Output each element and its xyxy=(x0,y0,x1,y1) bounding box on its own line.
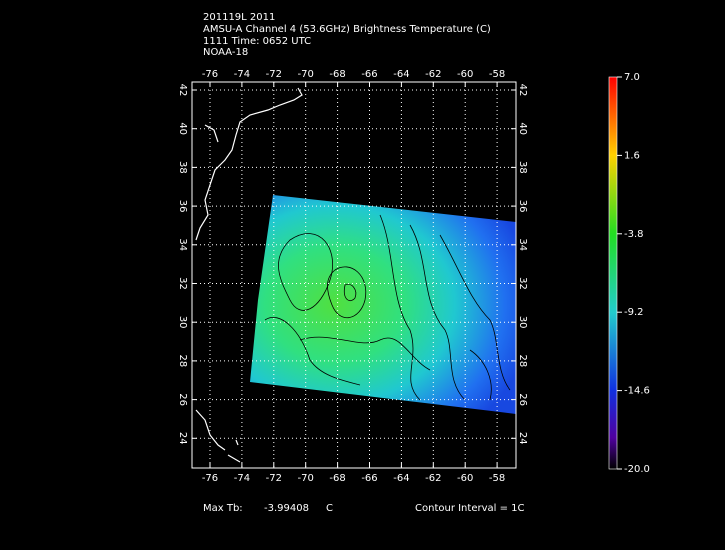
lon-label: -76 xyxy=(202,473,218,484)
colorbar-ticks: 7.0 1.6 -3.8 -9.2 -14.6 -20.0 xyxy=(617,72,650,475)
lon-label: -72 xyxy=(266,69,282,80)
max-label: Max Tb: xyxy=(203,503,243,514)
lat-label: 26 xyxy=(517,393,528,406)
lon-label: -68 xyxy=(329,69,345,80)
lat-label: 34 xyxy=(517,238,528,251)
lon-label: -62 xyxy=(425,473,441,484)
lon-label: -58 xyxy=(489,473,505,484)
lon-label: -70 xyxy=(298,473,314,484)
header-line: 201119L 2011 xyxy=(203,12,275,23)
lat-label: 24 xyxy=(517,432,528,445)
max-value: -3.99408 xyxy=(264,503,309,514)
contour-interval: Contour Interval = 1C xyxy=(415,503,525,514)
lon-label: -68 xyxy=(329,473,345,484)
lat-label: 38 xyxy=(517,161,528,174)
lon-label: -66 xyxy=(361,69,377,80)
map: -76 -76 -74 -74 -72 -72 -70 -70 -68 -68 -66 -66 -64 -… xyxy=(177,69,528,484)
contours xyxy=(264,214,511,401)
header-line: AMSU-A Channel 4 (53.6GHz) Brightness Te… xyxy=(203,24,491,35)
lat-label: 24 xyxy=(177,432,188,445)
lon-label: -74 xyxy=(234,473,250,484)
lon-label: -72 xyxy=(266,473,282,484)
lon-label: -70 xyxy=(298,69,314,80)
header-line: NOAA-18 xyxy=(203,47,248,58)
lat-label: 42 xyxy=(517,84,528,97)
lon-label: -60 xyxy=(457,69,473,80)
lon-label: -60 xyxy=(457,473,473,484)
lat-label: 38 xyxy=(177,161,188,174)
graticule: -76 -76 -74 -74 -72 -72 -70 -70 -68 -68 -66 -66 -64 -… xyxy=(177,69,528,484)
max-unit: C xyxy=(326,503,333,514)
lat-label: 28 xyxy=(517,355,528,368)
lon-label: -62 xyxy=(425,69,441,80)
lat-label: 30 xyxy=(177,316,188,329)
lat-label: 26 xyxy=(177,393,188,406)
lon-label: -58 xyxy=(489,69,505,80)
lat-label: 40 xyxy=(177,122,188,135)
temperature-field xyxy=(250,195,516,414)
footer: Max Tb: -3.99408 C Contour Interval = 1C xyxy=(203,503,525,514)
lon-label: -66 xyxy=(361,473,377,484)
colorbar-label: -9.2 xyxy=(624,307,644,318)
lat-label: 40 xyxy=(517,122,528,135)
colorbar: 7.0 1.6 -3.8 -9.2 -14.6 -20.0 xyxy=(608,72,650,475)
lon-label: -74 xyxy=(234,69,250,80)
colorbar-label: 1.6 xyxy=(624,150,640,161)
lat-label: 42 xyxy=(177,84,188,97)
lat-label: 30 xyxy=(517,316,528,329)
colorbar-label: -3.8 xyxy=(624,229,644,240)
lon-label: -76 xyxy=(202,69,218,80)
lon-label: -64 xyxy=(393,473,409,484)
colorbar-label: -14.6 xyxy=(624,386,650,397)
header: 201119L 2011 AMSU-A Channel 4 (53.6GHz) … xyxy=(203,12,491,58)
colorbar-ramp xyxy=(608,76,618,470)
lat-label: 28 xyxy=(177,355,188,368)
lon-label: -64 xyxy=(393,69,409,80)
lat-label: 36 xyxy=(177,200,188,213)
header-line: 1111 Time: 0652 UTC xyxy=(203,36,311,47)
colorbar-label: 7.0 xyxy=(624,72,640,83)
map-frame xyxy=(191,81,517,469)
lat-label: 32 xyxy=(517,277,528,290)
lat-label: 32 xyxy=(177,277,188,290)
colorbar-label: -20.0 xyxy=(624,464,650,475)
lat-label: 34 xyxy=(177,238,188,251)
lat-label: 36 xyxy=(517,200,528,213)
